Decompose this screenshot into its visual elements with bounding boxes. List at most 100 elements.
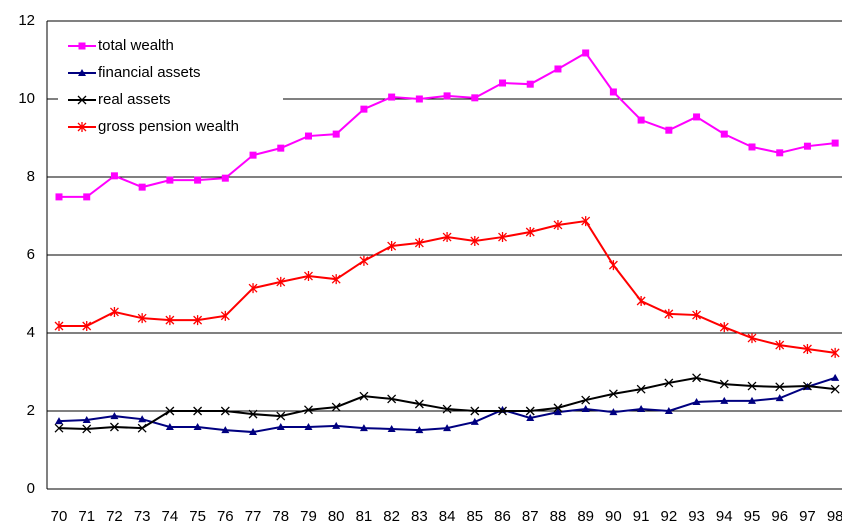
marker-shape [637,405,646,413]
legend-label: financial assets [98,64,201,81]
marker-shape [803,142,811,150]
marker [165,406,175,416]
x-tick-label: 70 [51,508,68,524]
x-tick-label: 98 [827,508,842,524]
x-tick-label: 72 [106,508,123,524]
marker [608,260,618,271]
x-tick-label: 91 [633,508,650,524]
marker-shape [82,415,91,423]
marker [692,373,702,383]
marker-shape [554,65,562,73]
marker [193,315,203,326]
x-tick-label: 84 [439,508,456,524]
marker-shape [193,406,203,416]
marker-shape [830,347,840,358]
marker [581,405,590,413]
marker-shape [499,79,507,87]
marker-shape [221,426,230,434]
marker-shape [332,421,341,429]
marker-shape [414,237,424,248]
marker-shape [636,296,646,307]
marker [470,235,480,246]
marker-shape [332,130,340,138]
x-tick-label: 83 [411,508,428,524]
marker-shape [276,411,286,421]
marker-shape [443,92,451,100]
marker [82,320,92,331]
marker [776,149,784,157]
marker [359,391,369,401]
marker [471,94,479,102]
marker-shape [194,176,202,184]
series-markers [54,216,840,358]
marker [442,232,452,243]
marker-shape [608,260,618,271]
marker-shape [470,406,480,416]
marker [637,405,646,413]
marker [109,422,119,432]
marker [414,399,424,409]
marker [193,422,202,430]
marker-shape [304,132,312,140]
marker-shape [276,276,286,287]
marker-shape [137,313,147,324]
x-tick-label: 93 [688,508,705,524]
marker-shape [304,271,313,282]
legend-label: gross pension wealth [98,118,239,135]
marker [194,176,202,184]
marker [221,426,230,434]
x-tick-label: 82 [383,508,400,524]
marker [692,398,701,406]
marker-shape [221,174,229,182]
marker [55,193,63,201]
marker [442,404,452,414]
marker [359,255,369,266]
x-tick-label: 96 [771,508,788,524]
marker-shape [249,151,257,159]
marker [248,283,258,294]
marker [443,424,452,432]
marker-shape [553,408,562,416]
x-tick-label: 73 [134,508,151,524]
marker-shape [553,403,563,413]
marker-shape [692,398,701,406]
marker-shape [719,379,729,389]
marker [554,65,562,73]
marker-shape [78,42,86,50]
marker [166,176,174,184]
marker-shape [166,176,174,184]
marker [78,42,86,50]
marker [665,126,673,134]
x-tick-label: 75 [189,508,206,524]
marker [138,415,147,423]
marker [415,426,424,434]
marker-shape [331,274,341,285]
marker [719,322,729,333]
marker-shape [581,395,591,405]
marker-shape [775,394,784,402]
marker-shape [776,149,784,157]
marker [831,139,839,147]
marker-shape [719,322,729,333]
marker [109,306,119,317]
x-tick-label: 87 [522,508,539,524]
y-tick-label: 12 [18,12,35,29]
marker [498,232,507,243]
marker [609,408,618,416]
x-tick-label: 78 [272,508,289,524]
marker [387,424,396,432]
marker [582,49,590,57]
x-tick-label: 88 [550,508,567,524]
marker-shape [415,95,423,103]
marker-shape [165,315,175,326]
marker-shape [165,406,175,416]
marker [553,408,562,416]
marker-shape [470,235,480,246]
x-tick-label: 90 [605,508,622,524]
marker-shape [693,113,701,121]
marker-shape [664,407,673,414]
marker-shape [193,422,202,430]
marker [276,411,286,421]
marker-shape [138,415,147,423]
